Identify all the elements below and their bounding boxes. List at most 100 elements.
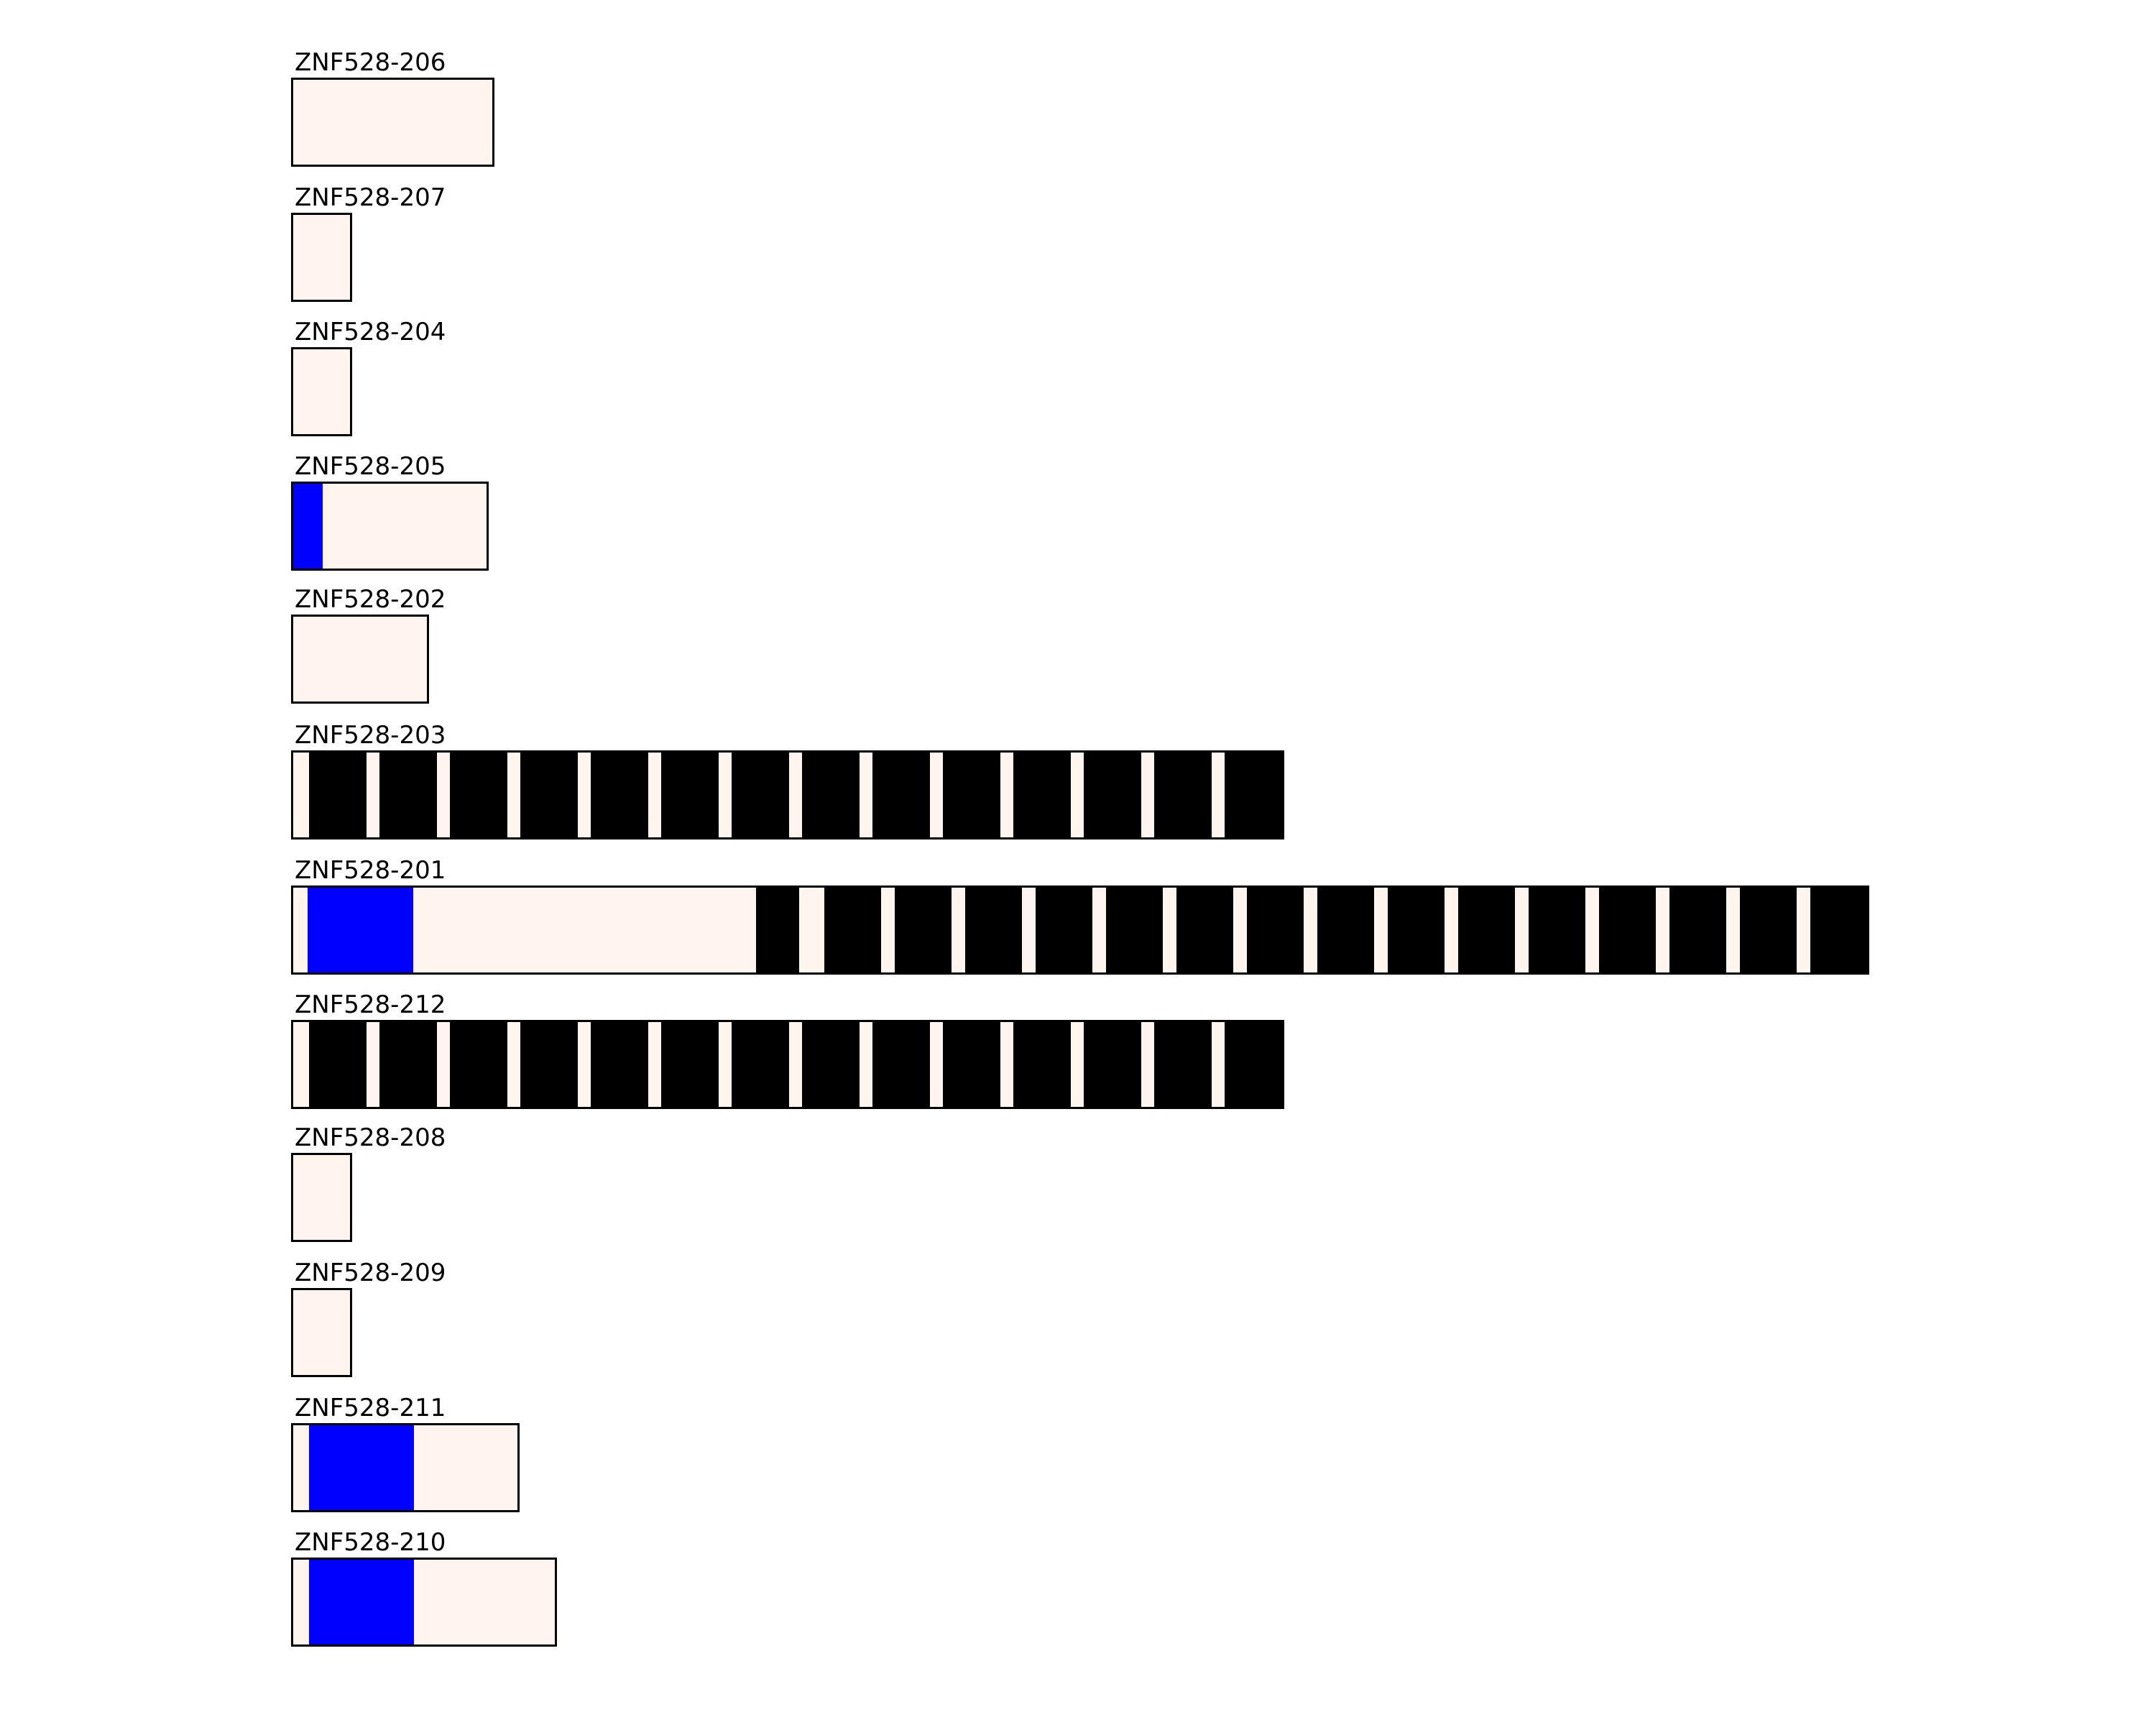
exon-segment [450, 753, 507, 837]
exon-segment [1317, 888, 1374, 972]
exon-segment [1154, 1022, 1212, 1107]
cds-segment [308, 888, 413, 972]
transcript-label: ZNF528-204 [295, 318, 446, 346]
transcript-box [291, 886, 1869, 975]
utr-segment [293, 1425, 309, 1510]
utr-segment [1585, 888, 1599, 972]
utr-segment [1304, 888, 1317, 972]
utr-segment [789, 753, 802, 837]
utr-segment [293, 80, 492, 165]
utr-segment [1000, 753, 1013, 837]
utr-segment [719, 753, 732, 837]
utr-segment [293, 215, 350, 300]
exon-segment [1084, 753, 1141, 837]
transcript-label: ZNF528-206 [295, 48, 446, 77]
exon-segment [872, 1022, 930, 1107]
transcript-label: ZNF528-205 [295, 452, 446, 481]
utr-segment [1515, 888, 1529, 972]
exon-segment [895, 888, 952, 972]
utr-segment [1233, 888, 1247, 972]
utr-segment [1445, 888, 1458, 972]
exon-segment [1599, 888, 1656, 972]
utr-segment [1212, 753, 1225, 837]
transcript-box [291, 1153, 352, 1242]
transcript-label: ZNF528-208 [295, 1123, 446, 1152]
utr-segment [1141, 1022, 1154, 1107]
cds-segment [293, 484, 323, 569]
transcript-label: ZNF528-209 [295, 1259, 446, 1287]
exon-segment [1154, 753, 1212, 837]
utr-segment [860, 1022, 872, 1107]
exon-segment [1013, 753, 1071, 837]
transcript-label: ZNF528-203 [295, 721, 446, 750]
utr-segment [437, 753, 450, 837]
exon-segment [872, 753, 930, 837]
exon-segment [591, 1022, 648, 1107]
exon-segment [1176, 888, 1233, 972]
utr-segment [323, 484, 487, 569]
exon-segment [965, 888, 1022, 972]
utr-segment [293, 1560, 309, 1644]
utr-segment [1000, 1022, 1013, 1107]
exon-segment [1669, 888, 1726, 972]
transcript-box [291, 1558, 557, 1647]
utr-segment [881, 888, 895, 972]
exon-segment [732, 1022, 789, 1107]
utr-segment [293, 349, 350, 434]
utr-segment [507, 753, 520, 837]
exon-segment [1036, 888, 1092, 972]
utr-segment [1374, 888, 1388, 972]
exon-segment [756, 888, 799, 972]
exon-segment [1247, 888, 1304, 972]
exon-segment [732, 753, 789, 837]
utr-segment [648, 753, 661, 837]
exon-segment [802, 1022, 860, 1107]
exon-segment [1106, 888, 1163, 972]
utr-segment [1797, 888, 1810, 972]
transcript-box [291, 1288, 352, 1377]
utr-segment [799, 888, 824, 972]
utr-segment [437, 1022, 450, 1107]
exon-segment [520, 1022, 578, 1107]
exon-segment [661, 1022, 719, 1107]
utr-segment [507, 1022, 520, 1107]
utr-segment [930, 753, 943, 837]
transcript-label: ZNF528-212 [295, 990, 446, 1019]
transcript-label: ZNF528-207 [295, 183, 446, 212]
utr-segment [578, 1022, 591, 1107]
exon-segment [309, 1022, 367, 1107]
transcript-box [291, 750, 1284, 840]
exon-segment [943, 753, 1000, 837]
transcript-label: ZNF528-201 [295, 856, 446, 885]
exon-segment [802, 753, 860, 837]
utr-segment [789, 1022, 802, 1107]
exon-segment [1084, 1022, 1141, 1107]
utr-segment [367, 753, 379, 837]
exon-segment [379, 753, 437, 837]
exon-segment [824, 888, 881, 972]
utr-segment [367, 1022, 379, 1107]
utr-segment [1656, 888, 1669, 972]
utr-segment [293, 1022, 309, 1107]
exon-segment [591, 753, 648, 837]
utr-segment [1141, 753, 1154, 837]
utr-segment [578, 753, 591, 837]
utr-segment [1163, 888, 1176, 972]
utr-segment [414, 1560, 555, 1644]
utr-segment [414, 1425, 517, 1510]
utr-segment [648, 1022, 661, 1107]
exon-segment [450, 1022, 507, 1107]
exon-segment [1388, 888, 1445, 972]
exon-segment [309, 753, 367, 837]
utr-segment [930, 1022, 943, 1107]
exon-segment [943, 1022, 1000, 1107]
exon-segment [1740, 888, 1797, 972]
utr-segment [1212, 1022, 1225, 1107]
utr-segment [413, 888, 756, 972]
exon-segment [1225, 753, 1282, 837]
exon-segment [379, 1022, 437, 1107]
exon-segment [661, 753, 719, 837]
exon-segment [1458, 888, 1515, 972]
exon-segment [1013, 1022, 1071, 1107]
